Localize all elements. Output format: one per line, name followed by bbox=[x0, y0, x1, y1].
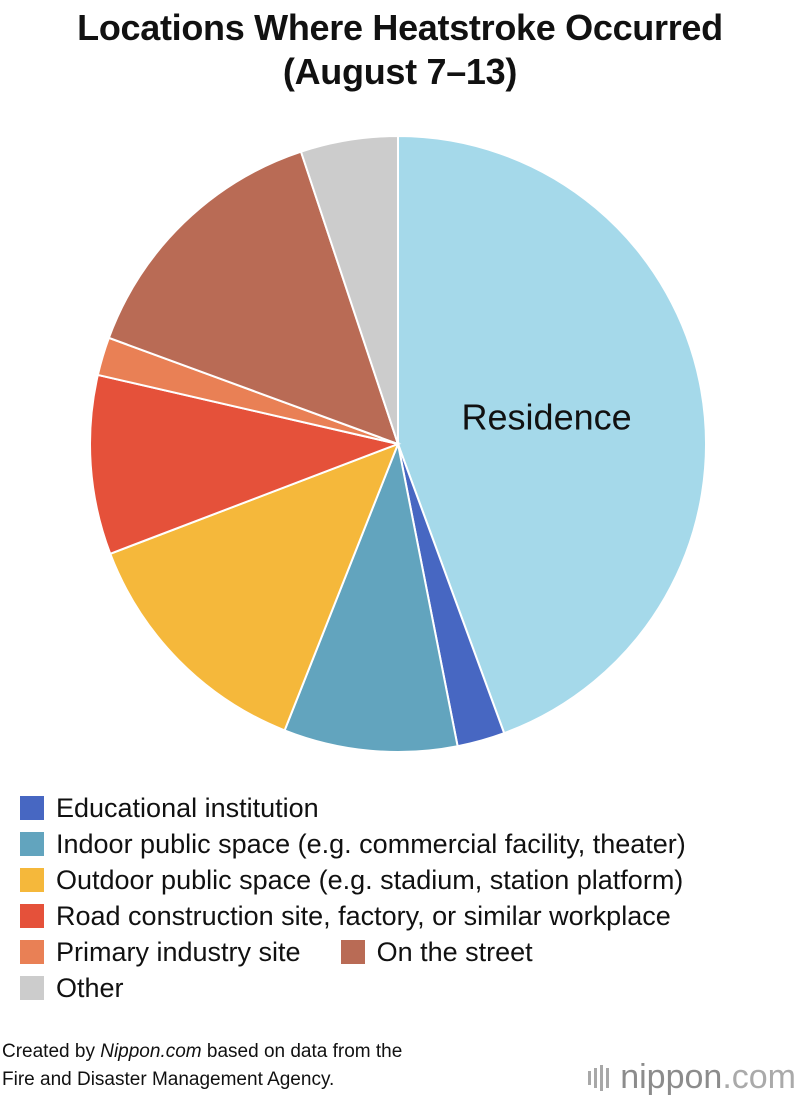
source-suffix: based on data from the bbox=[201, 1041, 403, 1062]
brand-tld: .com bbox=[722, 1058, 796, 1096]
legend-swatch bbox=[20, 976, 44, 1000]
source-prefix: Created by bbox=[2, 1041, 101, 1062]
legend-item: Road construction site, factory, or simi… bbox=[20, 898, 671, 934]
brand-bars-icon bbox=[588, 1064, 612, 1091]
brand-name: nippon bbox=[620, 1058, 723, 1096]
source-note: Created by Nippon.com based on data from… bbox=[2, 1038, 402, 1094]
legend-row: Educational institution bbox=[20, 790, 790, 826]
legend-item: Indoor public space (e.g. commercial fac… bbox=[20, 826, 686, 862]
legend-item: Other bbox=[20, 970, 124, 1006]
legend-label: Primary industry site bbox=[56, 937, 301, 967]
legend-row: Primary industry site On the street bbox=[20, 934, 790, 970]
legend-swatch bbox=[20, 940, 44, 964]
legend-item: Educational institution bbox=[20, 790, 319, 826]
legend-item: Outdoor public space (e.g. stadium, stat… bbox=[20, 862, 683, 898]
legend-label: On the street bbox=[376, 937, 533, 967]
slice-label-residence: Residence bbox=[462, 397, 632, 438]
legend-swatch bbox=[20, 796, 44, 820]
legend: Educational institution Indoor public spa… bbox=[20, 790, 790, 1006]
pie-slice-outdoor-public-space-e-g-stadium-station-platform bbox=[108, 442, 400, 732]
legend-label: Other bbox=[56, 973, 124, 1003]
legend-label: Outdoor public space (e.g. stadium, stat… bbox=[56, 865, 684, 895]
legend-row: Outdoor public space (e.g. stadium, stat… bbox=[20, 862, 790, 898]
legend-label: Educational institution bbox=[56, 793, 319, 823]
pie-slice-residence bbox=[397, 134, 707, 735]
source-site: Nippon.com bbox=[100, 1041, 202, 1062]
legend-label: Road construction site, factory, or simi… bbox=[56, 901, 671, 931]
legend-row: Road construction site, factory, or simi… bbox=[20, 898, 790, 934]
legend-swatch bbox=[340, 940, 365, 964]
pie-slice-other bbox=[299, 134, 399, 445]
source-line-2: Fire and Disaster Management Agency. bbox=[2, 1069, 335, 1090]
legend-swatch bbox=[20, 868, 44, 892]
chart-title-line-2: (August 7–13) bbox=[282, 51, 518, 92]
legend-row: Indoor public space (e.g. commercial fac… bbox=[20, 826, 790, 862]
pie-slice-road-construction-site-factory-or-similar-workplace bbox=[89, 373, 402, 556]
brand-logo: nippon .com bbox=[588, 1058, 796, 1097]
chart-title-line-1: Locations Where Heatstroke Occurred bbox=[77, 7, 723, 48]
legend-item: On the street bbox=[340, 934, 533, 970]
pie-slice-on-the-street bbox=[107, 150, 400, 446]
legend-swatch bbox=[20, 832, 44, 856]
legend-label: Indoor public space (e.g. commercial fac… bbox=[56, 829, 686, 859]
legend-item: Primary industry site bbox=[20, 934, 301, 970]
legend-row: Other bbox=[20, 970, 790, 1006]
pie-chart: Residence bbox=[89, 134, 707, 753]
chart-title: Locations Where Heatstroke Occurred (Aug… bbox=[0, 6, 800, 94]
pie-slice-indoor-public-space-e-g-commercial-facility-theater bbox=[283, 440, 459, 753]
legend-swatch bbox=[20, 904, 44, 928]
